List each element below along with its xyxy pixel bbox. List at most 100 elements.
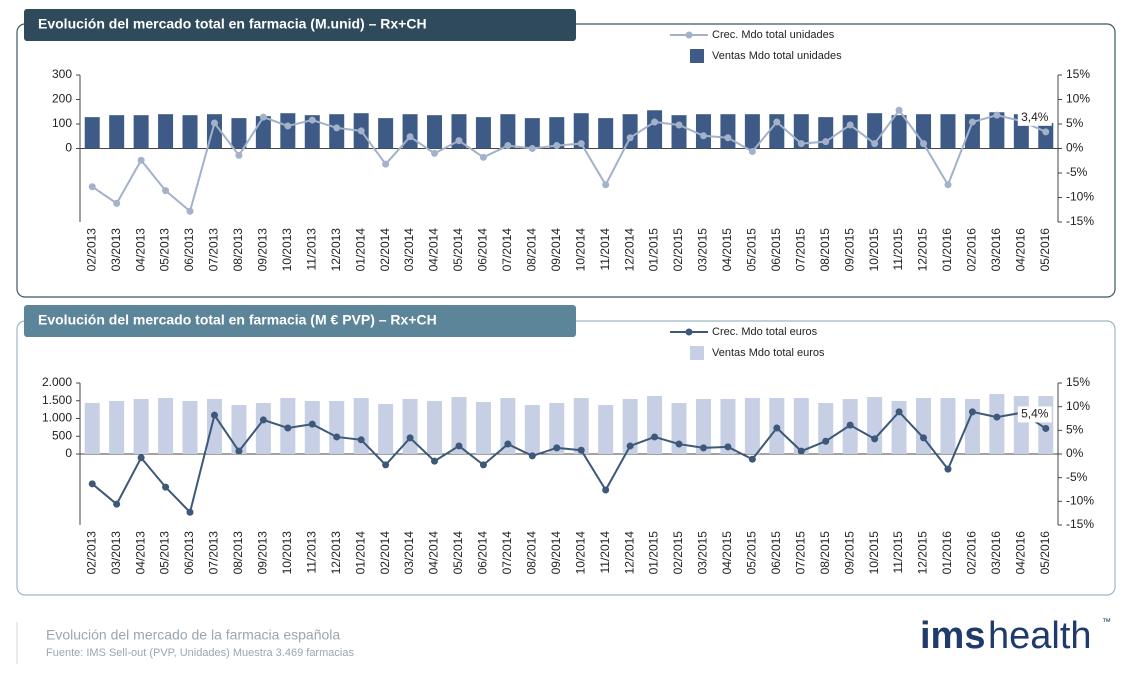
point [651, 433, 659, 441]
point [113, 199, 121, 207]
point [528, 452, 536, 460]
x-tick-label: 03/2015 [696, 531, 710, 575]
x-tick-label: 06/2013 [182, 228, 196, 272]
x-tick-label: 02/2014 [378, 531, 392, 575]
point [1042, 128, 1050, 136]
bar [695, 114, 711, 149]
bar [989, 112, 1005, 149]
x-tick-label: 09/2014 [549, 228, 563, 272]
point [920, 434, 928, 442]
bar [500, 398, 516, 454]
y-tick-label: 500 [52, 428, 72, 442]
point [88, 183, 96, 191]
bar [891, 115, 907, 149]
bar [793, 398, 809, 454]
point [308, 420, 316, 428]
bar [158, 398, 174, 454]
y-tick-label: 1.000 [42, 411, 72, 425]
point [602, 486, 610, 494]
x-tick-label: 01/2016 [940, 531, 954, 575]
y2-tick-label: 10% [1066, 399, 1090, 413]
x-tick-label: 12/2013 [329, 228, 343, 272]
bar [109, 400, 125, 454]
bar [744, 398, 760, 454]
x-tick-label: 10/2015 [867, 228, 881, 272]
x-tick-label: 02/2016 [965, 228, 979, 272]
bar [891, 400, 907, 454]
point [1042, 424, 1050, 432]
chart-title: Evolución del mercado total en farmacia … [38, 16, 427, 32]
x-tick-label: 09/2015 [842, 531, 856, 575]
x-tick-label: 04/2015 [720, 228, 734, 272]
bar [109, 115, 125, 149]
point [968, 408, 976, 416]
x-tick-label: 11/2015 [891, 228, 905, 271]
y2-tick-label: -15% [1066, 214, 1094, 228]
footer-source: Fuente: IMS Sell-out (PVP, Unidades) Mue… [46, 647, 354, 659]
title-tab [24, 305, 576, 337]
x-tick-label: 01/2014 [353, 228, 367, 272]
y2-tick-label: 15% [1066, 67, 1090, 81]
bar [451, 114, 467, 149]
x-tick-label: 04/2014 [427, 531, 441, 575]
x-tick-label: 07/2014 [500, 531, 514, 575]
x-tick-label: 06/2015 [769, 531, 783, 575]
bar [671, 115, 687, 149]
point [504, 440, 512, 448]
point [846, 421, 854, 429]
x-tick-label: 06/2014 [476, 531, 490, 575]
point [357, 127, 365, 135]
bar [549, 117, 565, 149]
point [210, 119, 218, 127]
x-tick-label: 07/2015 [793, 531, 807, 575]
point [748, 147, 756, 155]
bar [329, 400, 345, 454]
x-tick-label: 01/2016 [940, 228, 954, 272]
x-tick-label: 01/2015 [647, 531, 661, 575]
bar [622, 114, 638, 149]
x-tick-label: 10/2014 [573, 228, 587, 272]
x-tick-label: 04/2014 [427, 228, 441, 272]
x-tick-label: 08/2015 [818, 531, 832, 575]
x-tick-label: 12/2014 [622, 531, 636, 575]
bar [671, 402, 687, 454]
x-tick-label: 05/2016 [1038, 531, 1052, 575]
point [455, 137, 463, 145]
bar [84, 402, 100, 454]
point [235, 447, 243, 455]
x-tick-label: 11/2014 [598, 228, 612, 271]
x-tick-label: 02/2013 [84, 531, 98, 575]
x-tick-label: 02/2015 [671, 228, 685, 272]
bar [402, 399, 418, 454]
point [137, 454, 145, 462]
x-tick-label: 05/2015 [745, 531, 759, 575]
y-tick-label: 200 [52, 92, 72, 106]
point [871, 435, 879, 443]
y2-tick-label: -10% [1066, 190, 1094, 204]
point [284, 122, 292, 130]
bar [720, 114, 736, 149]
x-tick-label: 06/2015 [769, 228, 783, 272]
x-tick-label: 11/2015 [891, 531, 905, 574]
legend-swatch [690, 346, 704, 360]
chart-title: Evolución del mercado total en farmacia … [38, 312, 437, 328]
point [284, 424, 292, 432]
point [920, 140, 928, 148]
x-tick-label: 03/2014 [402, 228, 416, 272]
point [944, 181, 952, 189]
x-tick-label: 04/2016 [1013, 228, 1027, 272]
point [577, 140, 585, 148]
point [382, 461, 390, 469]
x-tick-label: 07/2014 [500, 228, 514, 272]
x-tick-label: 02/2015 [671, 531, 685, 575]
point [822, 437, 830, 445]
point [968, 118, 976, 126]
x-tick-label: 03/2016 [989, 531, 1003, 575]
y2-tick-label: -5% [1066, 165, 1088, 179]
x-tick-label: 02/2014 [378, 228, 392, 272]
bar [84, 117, 100, 149]
point [602, 181, 610, 189]
bar [647, 395, 663, 454]
bar [427, 400, 443, 454]
